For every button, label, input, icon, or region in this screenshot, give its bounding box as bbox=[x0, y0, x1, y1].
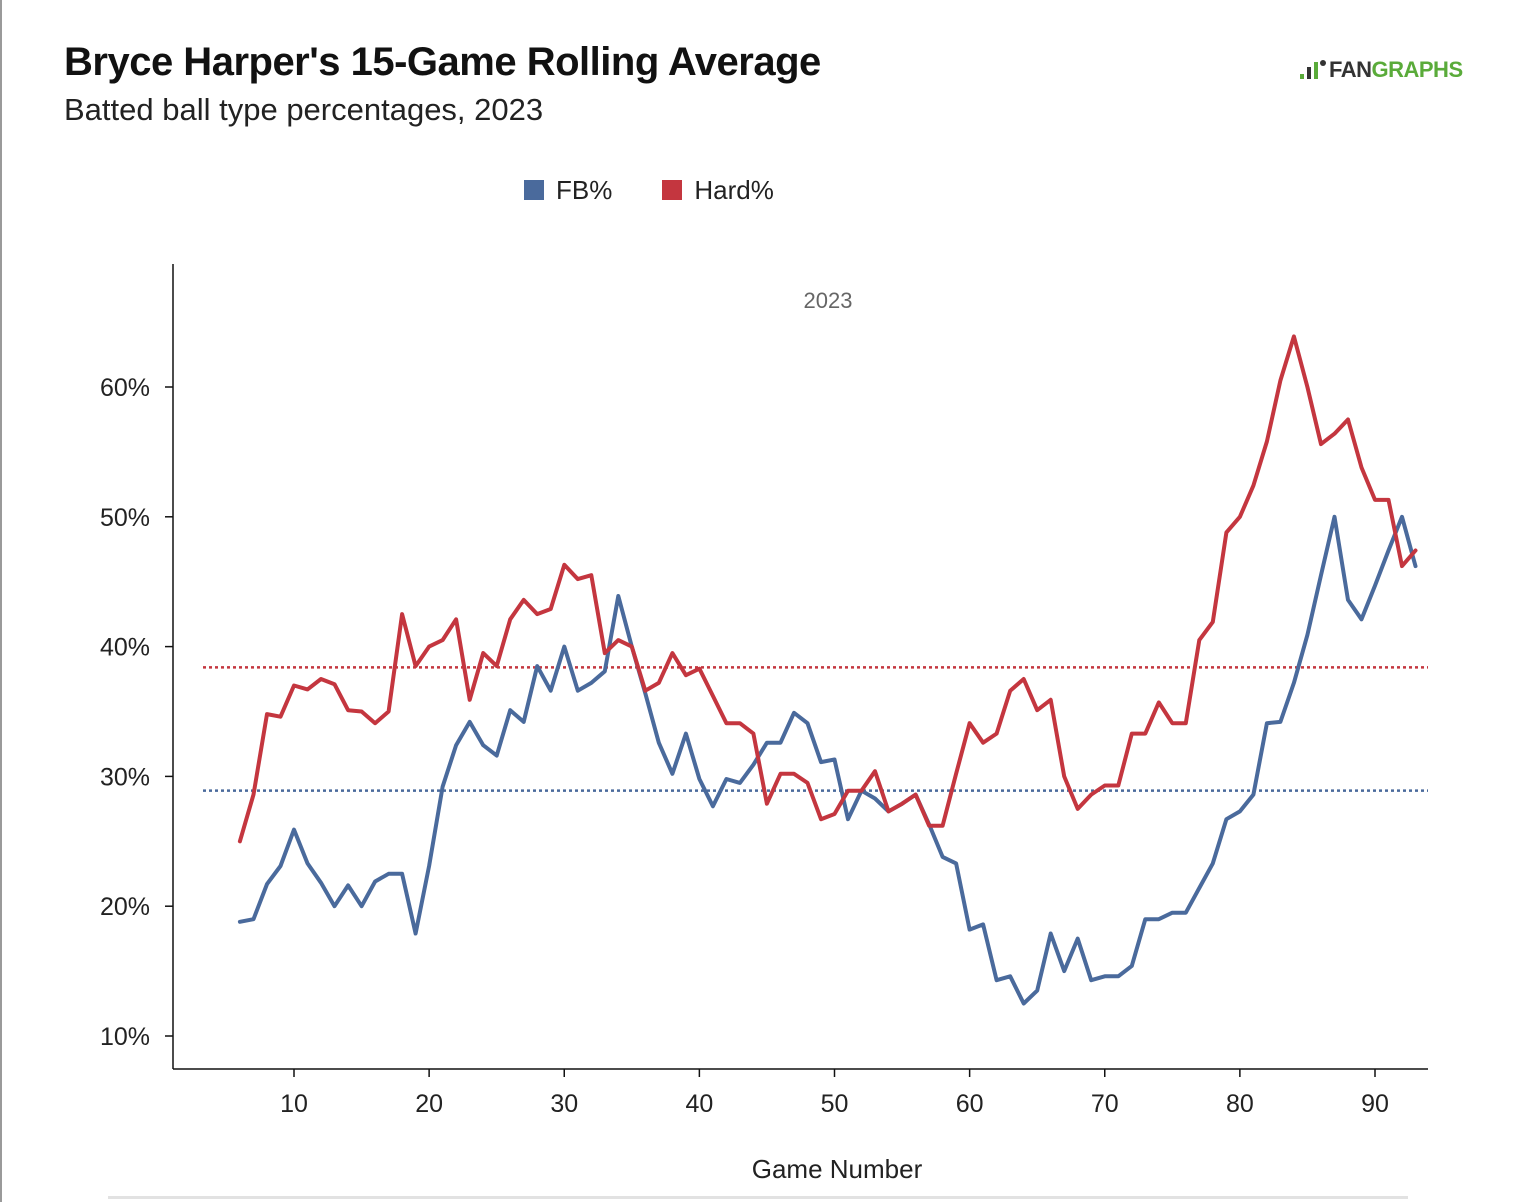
y-tick-label: 20% bbox=[100, 893, 150, 921]
x-tick-label: 70 bbox=[1091, 1090, 1119, 1118]
fangraphs-logo: FANGRAPHS bbox=[1298, 57, 1463, 83]
logo-graphs-text: GRAPHS bbox=[1371, 57, 1464, 82]
y-tick-label: 50% bbox=[100, 504, 150, 532]
x-axis-title: Game Number bbox=[752, 1154, 923, 1184]
average-lines bbox=[203, 666, 1428, 792]
legend-item-hard[interactable]: Hard% bbox=[662, 174, 774, 206]
panel-label: 2023 bbox=[804, 288, 853, 313]
x-tick-label: 90 bbox=[1361, 1090, 1389, 1118]
legend-swatch-hard bbox=[662, 180, 683, 200]
x-tick-label: 50 bbox=[821, 1090, 849, 1118]
logo-fan-text: FAN bbox=[1329, 57, 1372, 82]
y-tick-label: 30% bbox=[100, 763, 150, 791]
x-tick-label: 20 bbox=[415, 1090, 443, 1118]
chart-title: Bryce Harper's 15-Game Rolling Average bbox=[64, 40, 821, 84]
y-tick-label: 40% bbox=[100, 634, 150, 662]
x-tick-label: 10 bbox=[280, 1090, 308, 1118]
x-tick-label: 60 bbox=[956, 1090, 984, 1118]
x-tick-label: 40 bbox=[685, 1090, 713, 1118]
chart-subtitle: Batted ball type percentages, 2023 bbox=[64, 92, 544, 127]
y-tick-label: 60% bbox=[100, 374, 150, 402]
chart-legend: FB% Hard% bbox=[524, 172, 774, 208]
legend-swatch-fb bbox=[524, 180, 544, 200]
series-lines bbox=[237, 334, 1418, 1006]
series-line-fb bbox=[237, 514, 1418, 1006]
fangraphs-logo-icon bbox=[1300, 60, 1326, 79]
legend-item-fb[interactable]: FB% bbox=[524, 175, 612, 206]
left-border bbox=[0, 0, 2, 1202]
bottom-border bbox=[108, 1196, 1408, 1199]
series-line-hard bbox=[237, 334, 1418, 844]
axis-ticks: 10 20 30 40 50 60 70 80 90 10% 20% 30% 40% 50% 60% bbox=[100, 374, 1389, 1118]
y-tick-label: 10% bbox=[100, 1023, 150, 1051]
x-tick-label: 30 bbox=[550, 1090, 578, 1118]
legend-label-fb: FB% bbox=[556, 174, 613, 205]
x-tick-label: 80 bbox=[1226, 1090, 1254, 1118]
legend-label-hard: Hard% bbox=[694, 174, 774, 205]
